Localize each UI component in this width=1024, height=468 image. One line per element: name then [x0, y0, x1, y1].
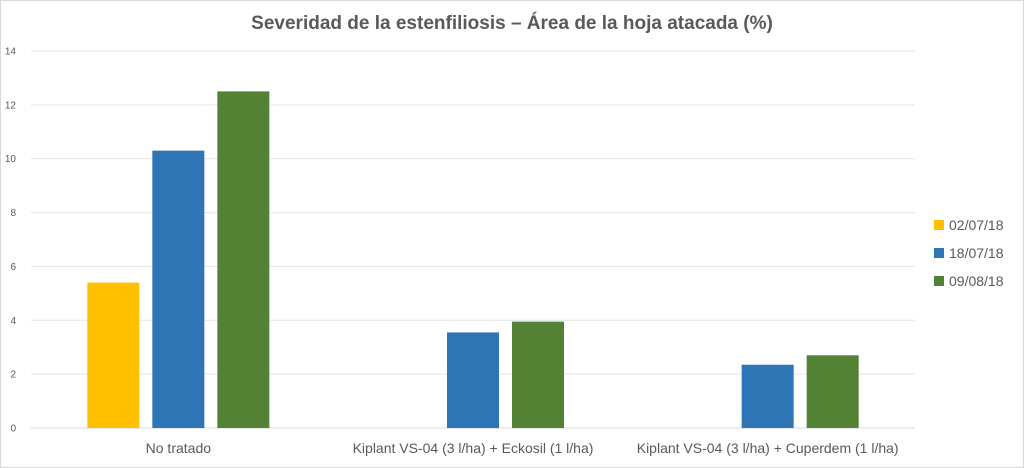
bar-2-2: [806, 355, 859, 428]
x-category-label: Kiplant VS-04 (3 l/ha) + Eckosil (1 l/ha…: [353, 440, 594, 456]
bar-1-2: [512, 321, 564, 428]
bar-0-2: [217, 91, 270, 429]
y-tick-label: 6: [10, 262, 16, 273]
bar-1-1: [447, 332, 499, 428]
x-axis-labels: No tratado Kiplant VS-04 (3 l/ha) + Eckos…: [146, 440, 899, 456]
y-tick-label: 14: [5, 47, 17, 58]
bars: [87, 91, 859, 429]
x-category-label: No tratado: [146, 440, 212, 456]
x-category-label: Kiplant VS-04 (3 l/ha) + Cuperdem (1 l/h…: [637, 440, 899, 456]
bar-0-0: [87, 282, 140, 428]
legend-label: 18/07/18: [949, 245, 1004, 261]
y-tick-label: 8: [10, 208, 16, 219]
y-tick-label: 12: [5, 100, 17, 111]
bar-2-1: [741, 364, 794, 428]
chart-title: Severidad de la estenfiliosis – Área de …: [251, 12, 773, 34]
legend-swatch: [934, 276, 944, 286]
y-tick-label: 2: [10, 370, 16, 381]
y-axis-ticks: 0 2 4 6 8 10 12 14: [5, 47, 17, 435]
y-tick-label: 0: [10, 424, 16, 435]
legend: 02/07/18 18/07/18 09/08/18: [934, 217, 1004, 289]
legend-label: 09/08/18: [949, 273, 1004, 289]
y-tick-label: 4: [10, 316, 16, 327]
y-tick-label: 10: [5, 154, 17, 165]
legend-label: 02/07/18: [949, 217, 1004, 233]
bar-0-1: [152, 150, 205, 428]
legend-swatch: [934, 220, 944, 230]
legend-swatch: [934, 248, 944, 258]
